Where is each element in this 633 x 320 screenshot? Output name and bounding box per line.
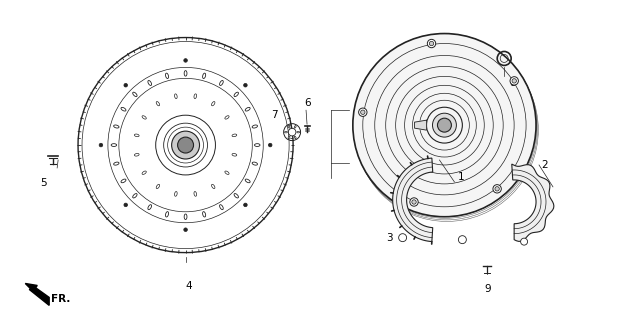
Text: 1: 1 [458, 172, 464, 182]
Ellipse shape [232, 154, 237, 156]
Polygon shape [25, 284, 37, 292]
Ellipse shape [254, 144, 260, 147]
Ellipse shape [220, 81, 223, 85]
Circle shape [359, 108, 367, 116]
Circle shape [510, 77, 518, 85]
Polygon shape [415, 120, 427, 130]
Ellipse shape [165, 212, 168, 217]
Ellipse shape [156, 101, 160, 106]
Ellipse shape [203, 73, 206, 78]
Ellipse shape [285, 132, 287, 133]
Ellipse shape [184, 214, 187, 220]
Text: FR.: FR. [51, 294, 70, 304]
Ellipse shape [297, 132, 299, 133]
Ellipse shape [133, 194, 137, 198]
Ellipse shape [148, 81, 151, 85]
Circle shape [172, 131, 199, 159]
Circle shape [495, 187, 499, 191]
Ellipse shape [288, 125, 290, 128]
Ellipse shape [114, 162, 119, 165]
Text: 5: 5 [40, 178, 46, 188]
Ellipse shape [114, 125, 119, 128]
Ellipse shape [121, 179, 126, 183]
Circle shape [429, 41, 434, 46]
Polygon shape [392, 158, 433, 242]
Ellipse shape [211, 184, 215, 188]
Ellipse shape [252, 162, 258, 165]
Ellipse shape [225, 171, 229, 174]
Ellipse shape [288, 136, 290, 139]
Ellipse shape [194, 94, 197, 99]
Circle shape [244, 84, 248, 87]
Ellipse shape [194, 192, 197, 196]
Circle shape [99, 143, 103, 147]
Ellipse shape [133, 92, 137, 97]
Ellipse shape [234, 92, 239, 97]
Ellipse shape [294, 136, 296, 139]
Ellipse shape [142, 116, 146, 119]
Text: 8: 8 [509, 78, 516, 88]
Polygon shape [511, 164, 554, 241]
Ellipse shape [156, 184, 160, 188]
Circle shape [353, 34, 536, 217]
Ellipse shape [220, 205, 223, 210]
Polygon shape [29, 287, 49, 305]
Ellipse shape [184, 71, 187, 76]
Ellipse shape [148, 205, 151, 210]
Ellipse shape [111, 144, 116, 147]
Circle shape [124, 84, 127, 87]
Text: 3: 3 [385, 233, 392, 243]
Ellipse shape [245, 108, 250, 111]
Circle shape [432, 113, 456, 137]
Circle shape [512, 79, 517, 83]
Ellipse shape [225, 116, 229, 119]
Ellipse shape [232, 134, 237, 137]
Circle shape [520, 238, 527, 245]
Ellipse shape [175, 94, 177, 99]
Circle shape [244, 203, 248, 207]
Text: 9: 9 [484, 284, 491, 294]
Ellipse shape [121, 108, 126, 111]
Ellipse shape [245, 179, 250, 183]
Ellipse shape [294, 125, 296, 128]
Ellipse shape [211, 101, 215, 106]
Ellipse shape [142, 171, 146, 174]
Ellipse shape [134, 134, 139, 137]
Ellipse shape [252, 125, 258, 128]
Text: 6: 6 [304, 98, 311, 108]
Text: 4: 4 [185, 282, 192, 292]
Circle shape [437, 118, 451, 132]
Ellipse shape [165, 73, 168, 78]
Circle shape [268, 143, 272, 147]
Circle shape [458, 236, 467, 244]
Ellipse shape [203, 212, 206, 217]
Ellipse shape [175, 192, 177, 196]
Circle shape [361, 110, 365, 115]
Ellipse shape [134, 154, 139, 156]
Circle shape [288, 128, 296, 136]
Circle shape [412, 200, 417, 204]
Circle shape [410, 198, 418, 206]
Circle shape [178, 137, 194, 153]
Circle shape [124, 203, 127, 207]
Text: 2: 2 [541, 160, 548, 170]
Circle shape [184, 228, 187, 231]
Circle shape [184, 59, 187, 62]
Text: 7: 7 [272, 110, 278, 120]
Ellipse shape [234, 194, 239, 198]
Circle shape [399, 234, 406, 242]
Circle shape [427, 39, 436, 48]
Circle shape [493, 185, 501, 193]
